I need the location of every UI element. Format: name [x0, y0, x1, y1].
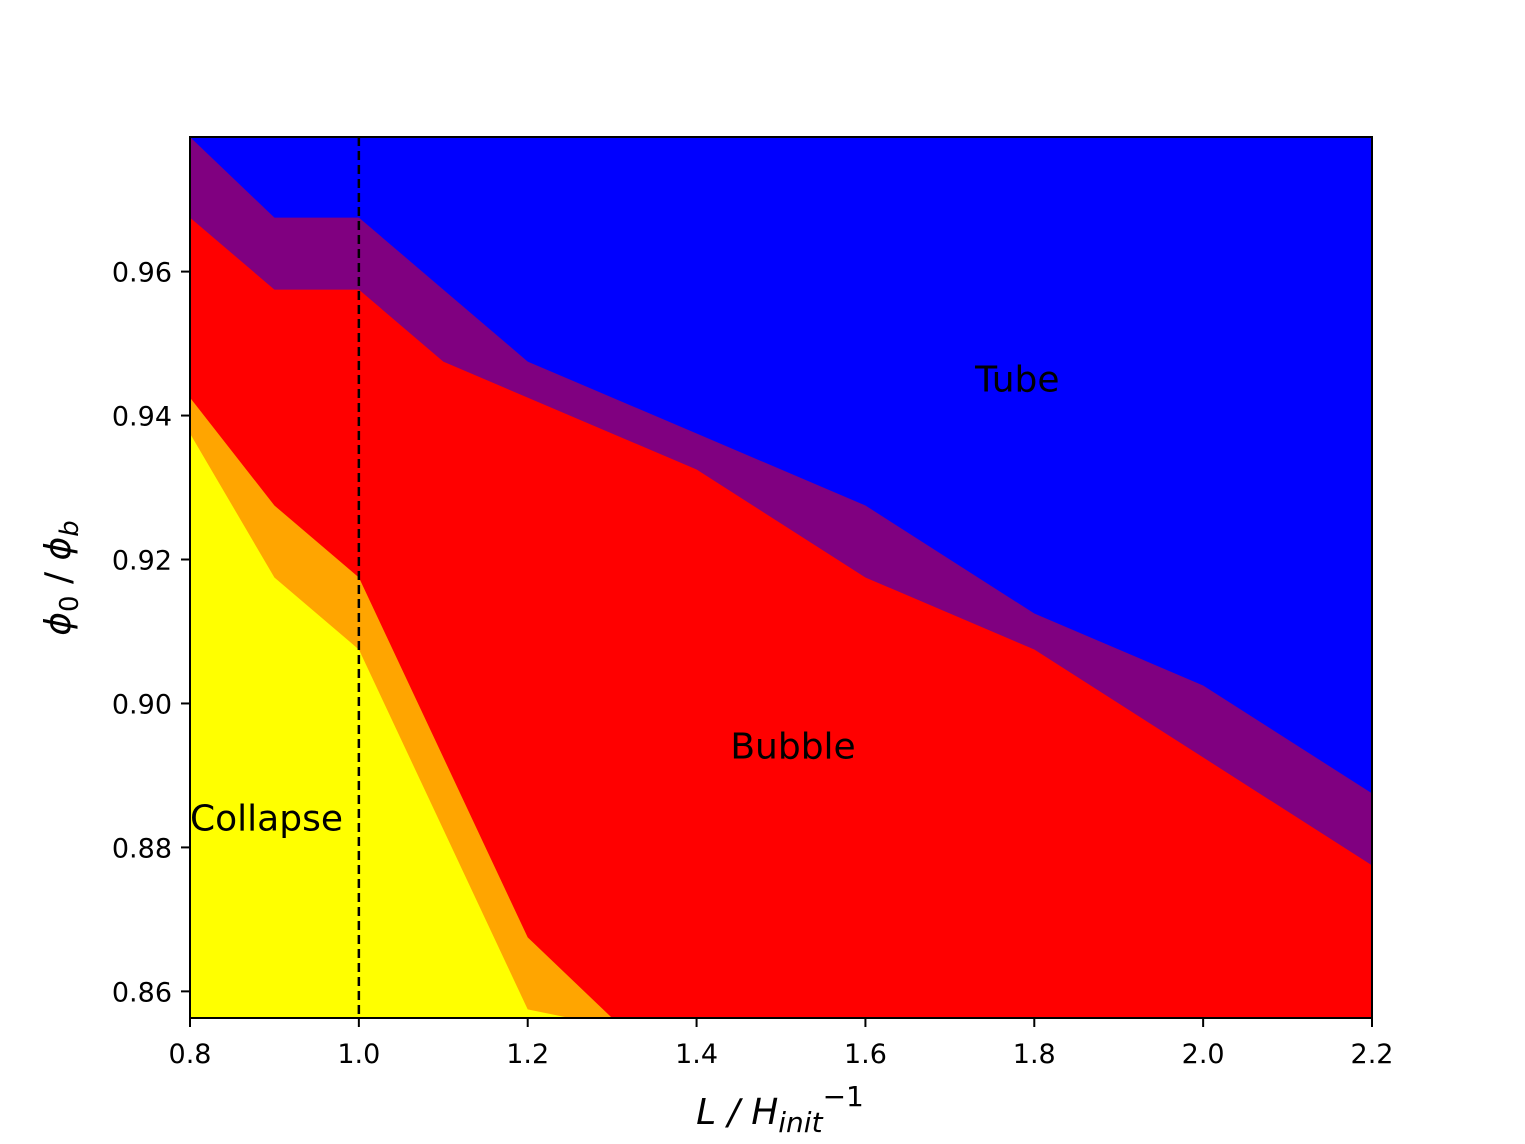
- x-axis-label: L / Hinit−1: [696, 1080, 864, 1139]
- plot-area: Tube Bubble Collapse: [190, 137, 1372, 1019]
- y-tick-label: 0.86: [112, 977, 172, 1008]
- region-label-collapse: Collapse: [190, 799, 343, 840]
- region-label-tube: Tube: [974, 360, 1059, 401]
- y-tick-label: 0.90: [112, 689, 172, 720]
- bubble-region: [190, 217, 1372, 1019]
- plot-frame: [189, 136, 1373, 1019]
- y-axis-label-phi0-sub: 0: [55, 595, 85, 612]
- y-axis-label: ϕ0 / ϕb: [38, 520, 85, 636]
- y-tick-label: 0.92: [112, 546, 172, 577]
- x-tick-label: 2.2: [1351, 1039, 1394, 1070]
- x-axis-label-main: L / H: [696, 1092, 778, 1133]
- axes: 0.8 1.0 1.2 1.4 1.6 1.8 2.0 2.2 0.86 0.88 0.90 0.92…: [112, 136, 1394, 1070]
- region-label-bubble: Bubble: [730, 727, 855, 768]
- y-axis-label-phib: ϕ: [38, 537, 79, 561]
- x-tick-label: 1.4: [675, 1039, 718, 1070]
- collapse-region: [190, 433, 570, 1018]
- y-tick-label: 0.96: [112, 258, 172, 289]
- x-tick-label: 1.6: [844, 1039, 887, 1070]
- x-tick-label: 0.8: [169, 1039, 212, 1070]
- y-axis-label-phi0: ϕ: [38, 612, 79, 636]
- x-tick-label: 1.8: [1013, 1039, 1056, 1070]
- y-tick-label: 0.88: [112, 833, 172, 864]
- x-axis-label-sup: −1: [823, 1080, 864, 1113]
- y-axis-label-sep: /: [38, 560, 79, 595]
- y-tick-label: 0.94: [112, 402, 172, 433]
- x-tick-label: 2.0: [1182, 1039, 1225, 1070]
- y-axis-label-phib-sub: b: [55, 520, 85, 537]
- x-tick-label: 1.2: [506, 1039, 549, 1070]
- x-axis-label-sub: init: [778, 1106, 823, 1139]
- x-tick-label: 1.0: [337, 1039, 380, 1070]
